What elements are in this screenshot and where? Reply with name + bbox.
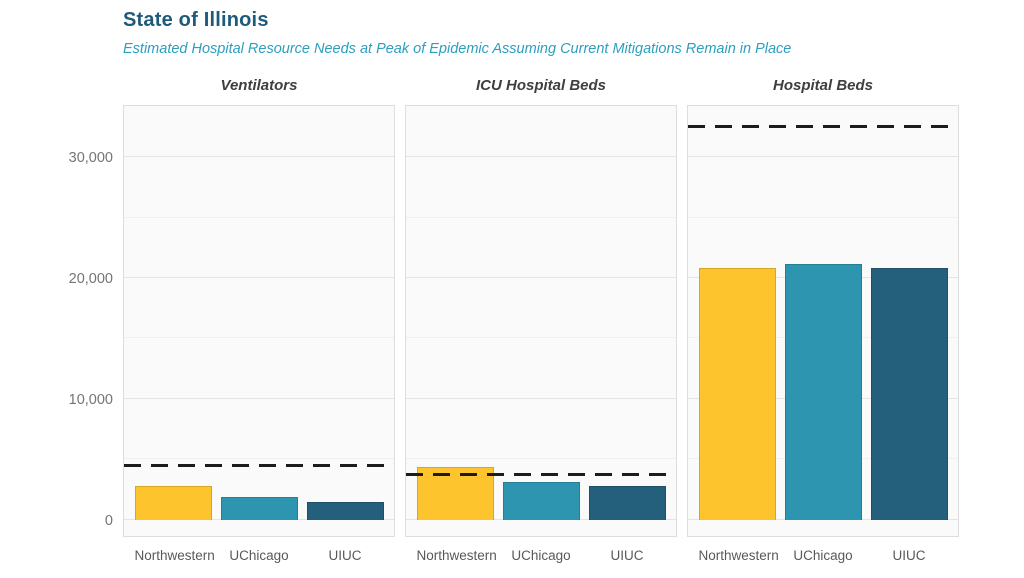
major-gridline xyxy=(406,397,676,399)
x-category-label: UChicago xyxy=(511,548,571,563)
major-gridline xyxy=(124,397,394,399)
bar-uiuc xyxy=(870,268,948,520)
x-category-label: UIUC xyxy=(892,548,926,563)
x-category-label: UIUC xyxy=(610,548,644,563)
bar-group xyxy=(124,106,394,536)
major-gridline xyxy=(406,277,676,279)
minor-gridline xyxy=(406,216,676,218)
facet-title: Hospital Beds xyxy=(772,77,874,94)
minor-gridline xyxy=(406,337,676,339)
x-category-label: UChicago xyxy=(793,548,853,563)
x-category-label: Northwestern xyxy=(698,548,779,563)
x-category-label: Northwestern xyxy=(416,548,497,563)
y-tick-label: 10,000 xyxy=(68,391,113,408)
bar-group xyxy=(406,106,676,536)
facet-panel xyxy=(687,105,959,537)
bar-uchicago xyxy=(220,496,298,520)
facet-title: Ventilators xyxy=(220,77,298,94)
bar-northwestern xyxy=(134,485,212,520)
major-gridline xyxy=(124,156,394,158)
chart-title: State of Illinois xyxy=(123,9,269,31)
capacity-dashed-line xyxy=(406,472,676,476)
x-axis-labels: Northwestern UChicago UIUC xyxy=(687,548,959,568)
bar-group xyxy=(688,106,958,536)
y-tick-label: 30,000 xyxy=(68,150,113,167)
minor-gridline xyxy=(406,458,676,460)
major-gridline xyxy=(124,277,394,279)
chart-subtitle: Estimated Hospital Resource Needs at Pea… xyxy=(123,41,792,57)
x-axis-labels: Northwestern UChicago UIUC xyxy=(123,548,395,568)
y-tick-label: 20,000 xyxy=(68,271,113,287)
x-category-label: UIUC xyxy=(328,548,362,563)
minor-gridline xyxy=(688,216,958,218)
bar-uchicago xyxy=(502,481,580,520)
minor-gridline xyxy=(124,216,394,218)
major-gridline xyxy=(688,156,958,158)
bar-uchicago xyxy=(784,263,862,520)
y-tick-label: 0 xyxy=(104,512,113,529)
x-category-label: Northwestern xyxy=(134,548,215,563)
major-gridline xyxy=(406,156,676,158)
facet-panel xyxy=(123,105,395,537)
minor-gridline xyxy=(124,458,394,460)
x-axis-labels: Northwestern UChicago UIUC xyxy=(405,548,677,568)
facet-title: ICU Hospital Beds xyxy=(475,77,607,94)
facet-panel xyxy=(405,105,677,537)
bar-uiuc xyxy=(588,485,666,520)
capacity-dashed-line xyxy=(688,125,958,129)
capacity-dashed-line xyxy=(124,463,394,467)
x-category-label: UChicago xyxy=(229,548,289,563)
bar-uiuc xyxy=(306,501,384,520)
minor-gridline xyxy=(124,337,394,339)
bar-northwestern xyxy=(698,268,776,520)
